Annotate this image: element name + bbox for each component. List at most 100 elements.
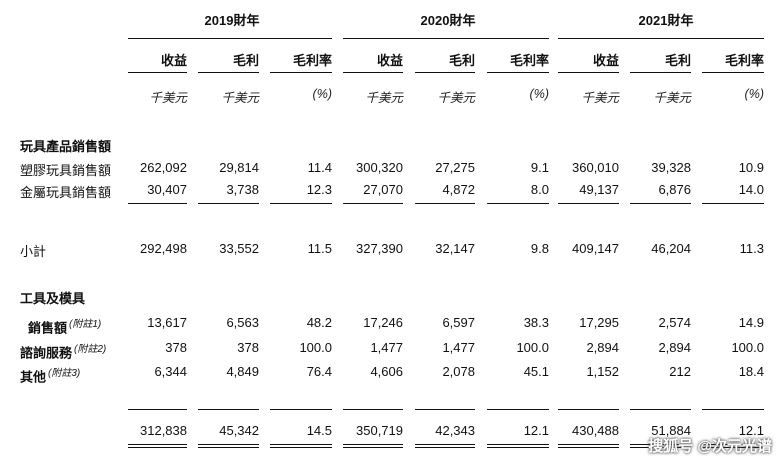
table-cell: 39,328: [651, 160, 691, 175]
table-cell: 17,295: [579, 315, 619, 330]
row-label: 工具及模具: [20, 288, 85, 307]
table-cell: 45.1: [523, 364, 549, 379]
header-underline: [630, 72, 691, 73]
table-cell: 100.0: [299, 340, 332, 355]
subtotal-underline: [343, 203, 403, 204]
row-label-text: 其他: [20, 369, 47, 385]
table-cell: 6,597: [442, 315, 475, 330]
row-label-text: 諮詢服務: [20, 345, 73, 361]
table-cell: 29,814: [219, 160, 259, 175]
table-cell: 1,152: [586, 364, 619, 379]
row-label-text: 小計: [20, 244, 47, 259]
table-cell: 2,894: [658, 340, 691, 355]
unit-label: 千美元: [365, 91, 403, 105]
table-cell: 12.1: [738, 423, 764, 438]
table-cell: 30,407: [147, 182, 187, 197]
column-header: 收益: [376, 53, 403, 68]
total-double-underline: [128, 447, 187, 448]
table-cell: 51,884: [651, 423, 691, 438]
table-cell: 327,390: [356, 241, 403, 256]
table-cell: 100.0: [516, 340, 549, 355]
table-cell: 300,320: [356, 160, 403, 175]
subtotal-underline: [270, 203, 332, 204]
unit-label: 千美元: [149, 91, 187, 105]
table-cell: 430,488: [572, 423, 619, 438]
table-cell: 11.3: [739, 241, 764, 256]
table-cell: 32,147: [435, 241, 475, 256]
table-cell: 2,078: [442, 364, 475, 379]
footnote-ref: (附註3): [48, 368, 81, 379]
unit-label: 千美元: [581, 91, 619, 105]
table-cell: 38.3: [523, 315, 549, 330]
subtotal-underline: [702, 203, 764, 204]
column-header: 毛利率: [724, 53, 764, 68]
table-cell: 13,617: [147, 315, 187, 330]
table-cell: 76.4: [306, 364, 332, 379]
table-cell: 1,477: [442, 340, 475, 355]
column-header: 毛利: [232, 53, 259, 68]
year-underline: [558, 38, 764, 39]
table-cell: 4,606: [370, 364, 403, 379]
total-double-underline: [198, 444, 259, 445]
table-cell: 14.0: [738, 182, 764, 197]
table-cell: 46,204: [651, 241, 691, 256]
table-cell: 312,838: [140, 423, 187, 438]
table-cell: 262,092: [140, 160, 187, 175]
header-underline: [415, 72, 475, 73]
table-cell: 33,552: [219, 241, 259, 256]
header-underline: [343, 72, 403, 73]
table-cell: 6,563: [226, 315, 259, 330]
row-label-text: 玩具產品銷售額: [20, 139, 112, 154]
row-label-text: 工具及模具: [20, 291, 86, 306]
year-header: 2020財年: [420, 13, 476, 28]
column-header: 毛利率: [292, 53, 332, 68]
table-cell: 378: [237, 340, 259, 355]
table-cell: 212: [669, 364, 691, 379]
footnote-ref: (附註2): [74, 344, 107, 355]
total-double-underline: [630, 447, 691, 448]
subtotal-underline: [415, 203, 475, 204]
table-cell: 27,275: [435, 160, 475, 175]
unit-label: 千美元: [437, 91, 475, 105]
total-double-underline: [558, 447, 619, 448]
total-double-underline: [198, 447, 259, 448]
table-cell: 42,343: [435, 423, 475, 438]
row-label: 其他 (附註3): [20, 364, 80, 385]
table-cell: 12.3: [306, 182, 332, 197]
header-underline: [487, 72, 549, 73]
total-double-underline: [415, 447, 475, 448]
table-cell: 4,849: [226, 364, 259, 379]
watermark: 搜狐号 @次元光谱: [648, 438, 772, 455]
total-double-underline: [128, 444, 187, 445]
row-label: 銷售額 (附註1): [28, 315, 101, 336]
table-cell: 360,010: [572, 160, 619, 175]
table-cell: 48.2: [306, 315, 332, 330]
total-double-underline: [487, 447, 549, 448]
total-overline: [702, 409, 764, 410]
total-double-underline: [343, 444, 403, 445]
unit-label: (%): [529, 87, 549, 101]
unit-label: (%): [312, 87, 332, 101]
total-double-underline: [270, 444, 332, 445]
total-double-underline: [487, 444, 549, 445]
table-cell: 6,876: [658, 182, 691, 197]
table-cell: 17,246: [363, 315, 403, 330]
row-label: 小計: [20, 241, 46, 260]
table-cell: 2,894: [586, 340, 619, 355]
subtotal-underline: [487, 203, 549, 204]
unit-label: (%): [744, 87, 764, 101]
table-cell: 27,070: [363, 182, 403, 197]
column-header: 收益: [160, 53, 187, 68]
table-cell: 49,137: [579, 182, 619, 197]
column-header: 收益: [592, 53, 619, 68]
table-cell: 3,738: [226, 182, 259, 197]
table-cell: 9.8: [530, 241, 549, 256]
table-cell: 45,342: [219, 423, 259, 438]
subtotal-underline: [558, 203, 619, 204]
table-cell: 6,344: [154, 364, 187, 379]
total-overline: [343, 409, 403, 410]
total-overline: [558, 409, 619, 410]
table-cell: 8.0: [530, 182, 549, 197]
table-cell: 2,574: [658, 315, 691, 330]
footnote-ref: (附註1): [69, 319, 102, 330]
